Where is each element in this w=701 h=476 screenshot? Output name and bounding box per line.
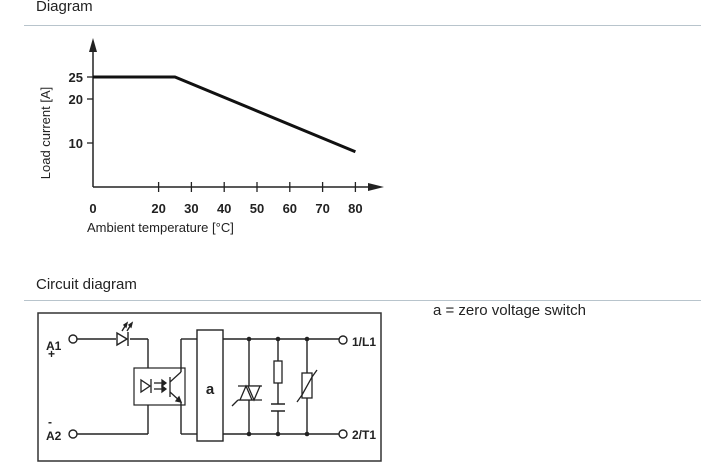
y-axis-arrow <box>89 38 97 52</box>
zero-voltage-switch-block-label: a <box>206 381 215 398</box>
chart-axes <box>89 38 384 191</box>
derating-curve <box>93 75 356 154</box>
circuit-frame <box>37 312 382 462</box>
terminal-t1-circle <box>338 429 348 439</box>
x-axis-label: Ambient temperature [°C] <box>87 220 234 235</box>
junction-dots <box>246 336 310 437</box>
chart-series <box>93 75 356 154</box>
terminal-l1-label: 1/L1 <box>352 335 376 349</box>
zero-voltage-switch-block <box>196 329 224 442</box>
diagram-section-title: Diagram <box>36 0 93 15</box>
capacitor-icon <box>271 403 285 412</box>
chart-ticks: 0 20 30 40 50 60 70 80 10 20 25 <box>69 70 363 216</box>
y-tick-label: 20 <box>69 92 83 107</box>
terminal-a2-circle <box>68 429 78 439</box>
y-tick-label: 25 <box>69 70 83 85</box>
terminal-a1-label: A1 <box>46 339 62 353</box>
optocoupler-icon <box>140 371 183 403</box>
x-tick-label: 40 <box>217 201 231 216</box>
circuit-section-title: Circuit diagram <box>36 276 137 293</box>
y-axis-label: Load current [A] <box>38 87 53 180</box>
resistor-icon <box>273 360 283 384</box>
terminal-t1-label: 2/T1 <box>352 428 376 442</box>
varistor-icon <box>296 369 318 403</box>
x-tick-label: 0 <box>89 201 96 216</box>
x-tick-label: 70 <box>315 201 329 216</box>
terminal-l1-circle <box>338 335 348 345</box>
optocoupler-box <box>133 367 186 406</box>
y-tick-label: 10 <box>69 136 83 151</box>
led-icon <box>116 321 134 347</box>
zero-voltage-switch-note: a = zero voltage switch <box>433 302 586 319</box>
terminal-a2-label: A2 <box>46 429 62 443</box>
terminal-minus-label: - <box>48 415 52 429</box>
x-tick-label: 30 <box>184 201 198 216</box>
circuit-separator <box>24 300 701 301</box>
triac-icon <box>231 384 262 407</box>
x-tick-label: 60 <box>283 201 297 216</box>
load-current-chart: 0 20 30 40 50 60 70 80 10 20 25 Load current [A] A… <box>38 38 384 235</box>
x-tick-label: 20 <box>151 201 165 216</box>
diagram-separator <box>24 25 701 26</box>
x-axis-arrow <box>368 183 384 191</box>
terminal-plus-label: + <box>48 347 55 361</box>
terminal-a1-circle <box>68 334 78 344</box>
x-tick-label: 80 <box>348 201 362 216</box>
x-tick-label: 50 <box>250 201 264 216</box>
